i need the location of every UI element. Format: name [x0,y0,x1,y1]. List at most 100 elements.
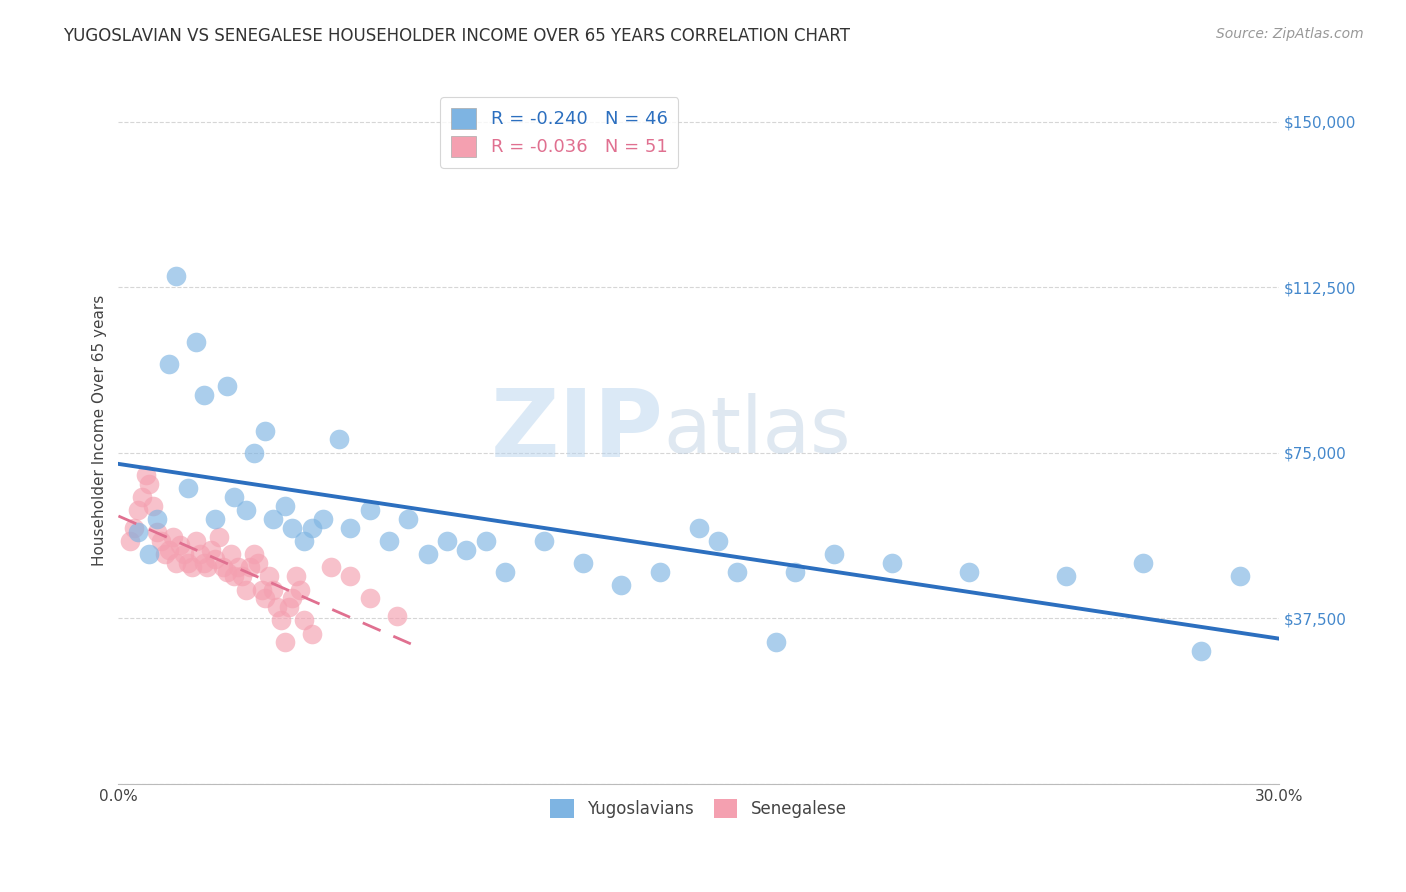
Point [285,569,308,583]
Point [134,467,156,482]
Legend: Yugoslavians, Senegalese: Yugoslavians, Senegalese [544,792,853,825]
Point [785,565,807,579]
Point [416,547,439,561]
Point [254,591,277,606]
Y-axis label: Householder Income Over 65 years: Householder Income Over 65 years [93,295,107,566]
Point [142,499,165,513]
Point [228,560,250,574]
Point [610,578,633,592]
Point [215,379,238,393]
Point [707,533,730,548]
Point [277,600,299,615]
Point [301,626,323,640]
Point [204,512,226,526]
Point [957,565,980,579]
Point [250,582,273,597]
Point [292,614,315,628]
Point [880,556,903,570]
Point [281,591,304,606]
Point [1189,644,1212,658]
Point [328,433,350,447]
Point [266,600,288,615]
Point [193,388,215,402]
Point [208,529,231,543]
Point [688,521,710,535]
Point [131,490,153,504]
Point [494,565,516,579]
Point [197,560,219,574]
Point [184,533,207,548]
Point [224,569,246,583]
Point [321,560,343,574]
Point [725,565,748,579]
Point [301,521,323,535]
Point [398,512,420,526]
Point [224,490,246,504]
Point [274,499,297,513]
Point [153,547,176,561]
Text: ZIP: ZIP [491,384,664,476]
Point [274,635,297,649]
Point [339,521,361,535]
Point [259,569,281,583]
Point [281,521,304,535]
Point [571,556,593,570]
Point [270,614,292,628]
Point [188,547,211,561]
Point [312,512,335,526]
Point [1229,569,1251,583]
Point [165,556,187,570]
Point [138,476,160,491]
Point [243,547,266,561]
Point [823,547,845,561]
Point [146,525,169,540]
Point [219,547,242,561]
Point [127,503,149,517]
Point [235,503,257,517]
Point [138,547,160,561]
Text: atlas: atlas [664,392,851,468]
Point [243,445,266,459]
Point [177,481,200,495]
Point [359,591,381,606]
Point [177,556,200,570]
Point [184,335,207,350]
Point [239,560,262,574]
Point [254,424,277,438]
Point [290,582,312,597]
Point [165,269,187,284]
Point [765,635,787,649]
Point [127,525,149,540]
Point [200,542,222,557]
Text: Source: ZipAtlas.com: Source: ZipAtlas.com [1216,27,1364,41]
Point [648,565,671,579]
Point [122,521,145,535]
Point [235,582,257,597]
Point [180,560,202,574]
Point [231,569,253,583]
Point [118,533,141,548]
Point [149,533,172,548]
Point [204,551,226,566]
Point [385,609,408,624]
Point [162,529,184,543]
Point [456,542,478,557]
Point [339,569,361,583]
Point [533,533,555,548]
Point [169,538,191,552]
Point [146,512,169,526]
Point [1132,556,1154,570]
Point [262,512,284,526]
Point [436,533,458,548]
Point [475,533,498,548]
Point [157,357,180,371]
Point [262,582,284,597]
Text: YUGOSLAVIAN VS SENEGALESE HOUSEHOLDER INCOME OVER 65 YEARS CORRELATION CHART: YUGOSLAVIAN VS SENEGALESE HOUSEHOLDER IN… [63,27,851,45]
Point [157,542,180,557]
Point [292,533,315,548]
Point [1054,569,1077,583]
Point [378,533,401,548]
Point [193,556,215,570]
Point [246,556,269,570]
Point [173,547,195,561]
